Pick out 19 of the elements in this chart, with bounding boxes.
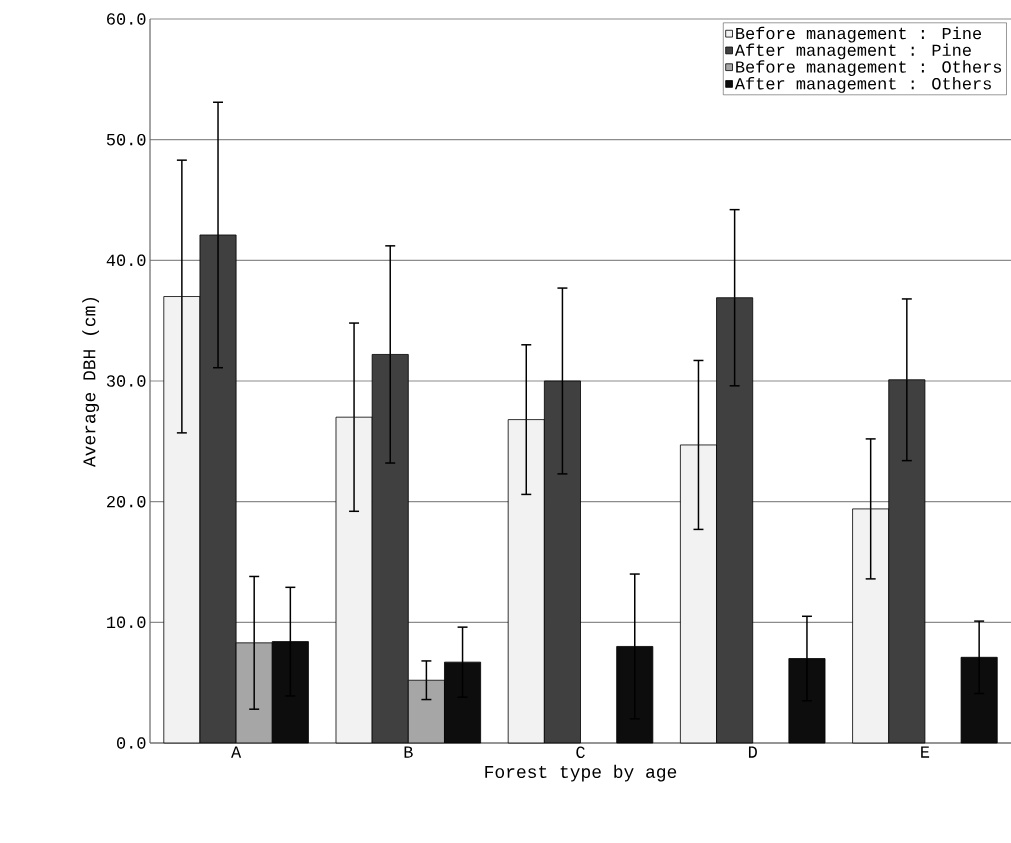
y-tick-label: 40.0 [106, 254, 146, 267]
y-tick-label: 30.0 [106, 375, 146, 387]
y-tick-label: 0.0 [117, 737, 146, 749]
x-tick-label: C [576, 746, 585, 759]
x-tick-label: E [921, 746, 930, 758]
y-axis-title: Average DBH (cm) [82, 297, 99, 468]
y-tick-label: 60.0 [107, 13, 146, 25]
y-tick-label: 20.0 [107, 495, 146, 508]
x-tick-label: D [748, 746, 757, 758]
bar [960, 656, 998, 744]
legend-label: Before management : Pine [736, 26, 982, 43]
y-tick-label: 50.0 [106, 133, 146, 146]
x-tick-label: B [404, 746, 413, 758]
legend-label: Before management : Others [736, 60, 1002, 77]
x-axis-title: Forest type by age [485, 764, 677, 782]
legend-label: After management : Pine [734, 43, 971, 60]
x-tick-label: A [231, 746, 242, 758]
y-tick-label: 10.0 [107, 616, 146, 629]
legend-label: After management : Others [734, 77, 991, 93]
